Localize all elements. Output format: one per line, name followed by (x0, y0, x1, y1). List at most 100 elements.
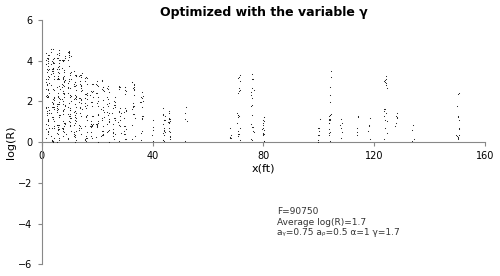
Point (49, 65, 57, 70)
Point (42, 127, 50, 131)
Point (161, 117, 169, 122)
Point (48, 110, 56, 115)
Point (166, 137, 174, 141)
Point (66, 101, 74, 105)
Point (50, 119, 58, 123)
Point (236, 75, 244, 79)
Point (81, 124, 89, 129)
Point (160, 130, 168, 135)
Point (248, 104, 256, 109)
Point (122, 109, 130, 114)
Point (260, 131, 268, 135)
Point (236, 138, 244, 142)
Point (60, 126, 68, 131)
Point (236, 114, 244, 119)
Point (328, 69, 336, 73)
Point (182, 111, 190, 115)
Point (71, 73, 79, 78)
Point (110, 132, 118, 137)
Point (42, 94, 50, 99)
Point (381, 126, 389, 130)
Point (60, 130, 68, 135)
Point (81, 104, 89, 108)
Point (93, 100, 101, 105)
Point (78, 101, 86, 105)
Point (233, 121, 241, 125)
Point (54, 76, 62, 80)
Point (236, 73, 244, 77)
Point (59, 107, 67, 112)
Point (48, 105, 56, 110)
Point (49, 60, 57, 64)
Point (315, 126, 323, 131)
Point (54, 104, 62, 108)
Point (88, 114, 96, 118)
Point (130, 82, 138, 86)
Point (380, 79, 388, 83)
Point (314, 133, 322, 137)
Point (104, 103, 112, 108)
Point (382, 107, 390, 112)
Point (64, 91, 72, 95)
Point (455, 118, 463, 122)
Point (98, 78, 106, 83)
Point (226, 133, 234, 137)
Point (71, 118, 79, 122)
Point (138, 96, 146, 100)
Point (138, 131, 145, 136)
Point (138, 116, 146, 121)
Point (44, 109, 52, 113)
Point (77, 113, 85, 118)
Point (44, 105, 52, 109)
Point (138, 129, 146, 134)
Point (76, 95, 84, 100)
Point (60, 107, 68, 111)
Point (70, 109, 78, 114)
Point (121, 106, 129, 110)
Point (164, 120, 172, 124)
Point (55, 113, 63, 117)
Point (53, 77, 61, 82)
Point (88, 122, 96, 126)
Point (44, 119, 52, 123)
Point (72, 138, 80, 142)
Point (49, 65, 57, 70)
Point (182, 119, 190, 123)
Point (336, 126, 344, 130)
Point (326, 85, 334, 89)
Point (82, 139, 90, 144)
Point (226, 126, 234, 131)
Point (108, 110, 116, 115)
Point (115, 85, 123, 89)
Point (324, 121, 332, 125)
Point (98, 132, 106, 137)
Point (111, 116, 119, 120)
Point (392, 121, 400, 125)
Point (454, 91, 462, 95)
Point (71, 79, 79, 84)
Point (54, 102, 62, 107)
Point (327, 75, 335, 79)
Point (104, 112, 112, 117)
Point (81, 95, 89, 100)
Point (130, 112, 138, 116)
Point (44, 69, 52, 74)
Point (130, 133, 138, 138)
Point (83, 103, 91, 107)
Point (94, 98, 102, 103)
Point (48, 139, 56, 143)
Point (61, 122, 69, 126)
Point (336, 136, 344, 140)
Point (58, 109, 66, 113)
Point (248, 122, 256, 126)
Point (44, 61, 52, 66)
Point (111, 105, 119, 109)
Point (42, 80, 50, 84)
Point (120, 129, 128, 133)
Point (66, 70, 74, 75)
Point (149, 138, 157, 143)
Point (314, 137, 322, 142)
Point (59, 59, 67, 64)
Point (98, 116, 106, 120)
Point (54, 123, 62, 127)
